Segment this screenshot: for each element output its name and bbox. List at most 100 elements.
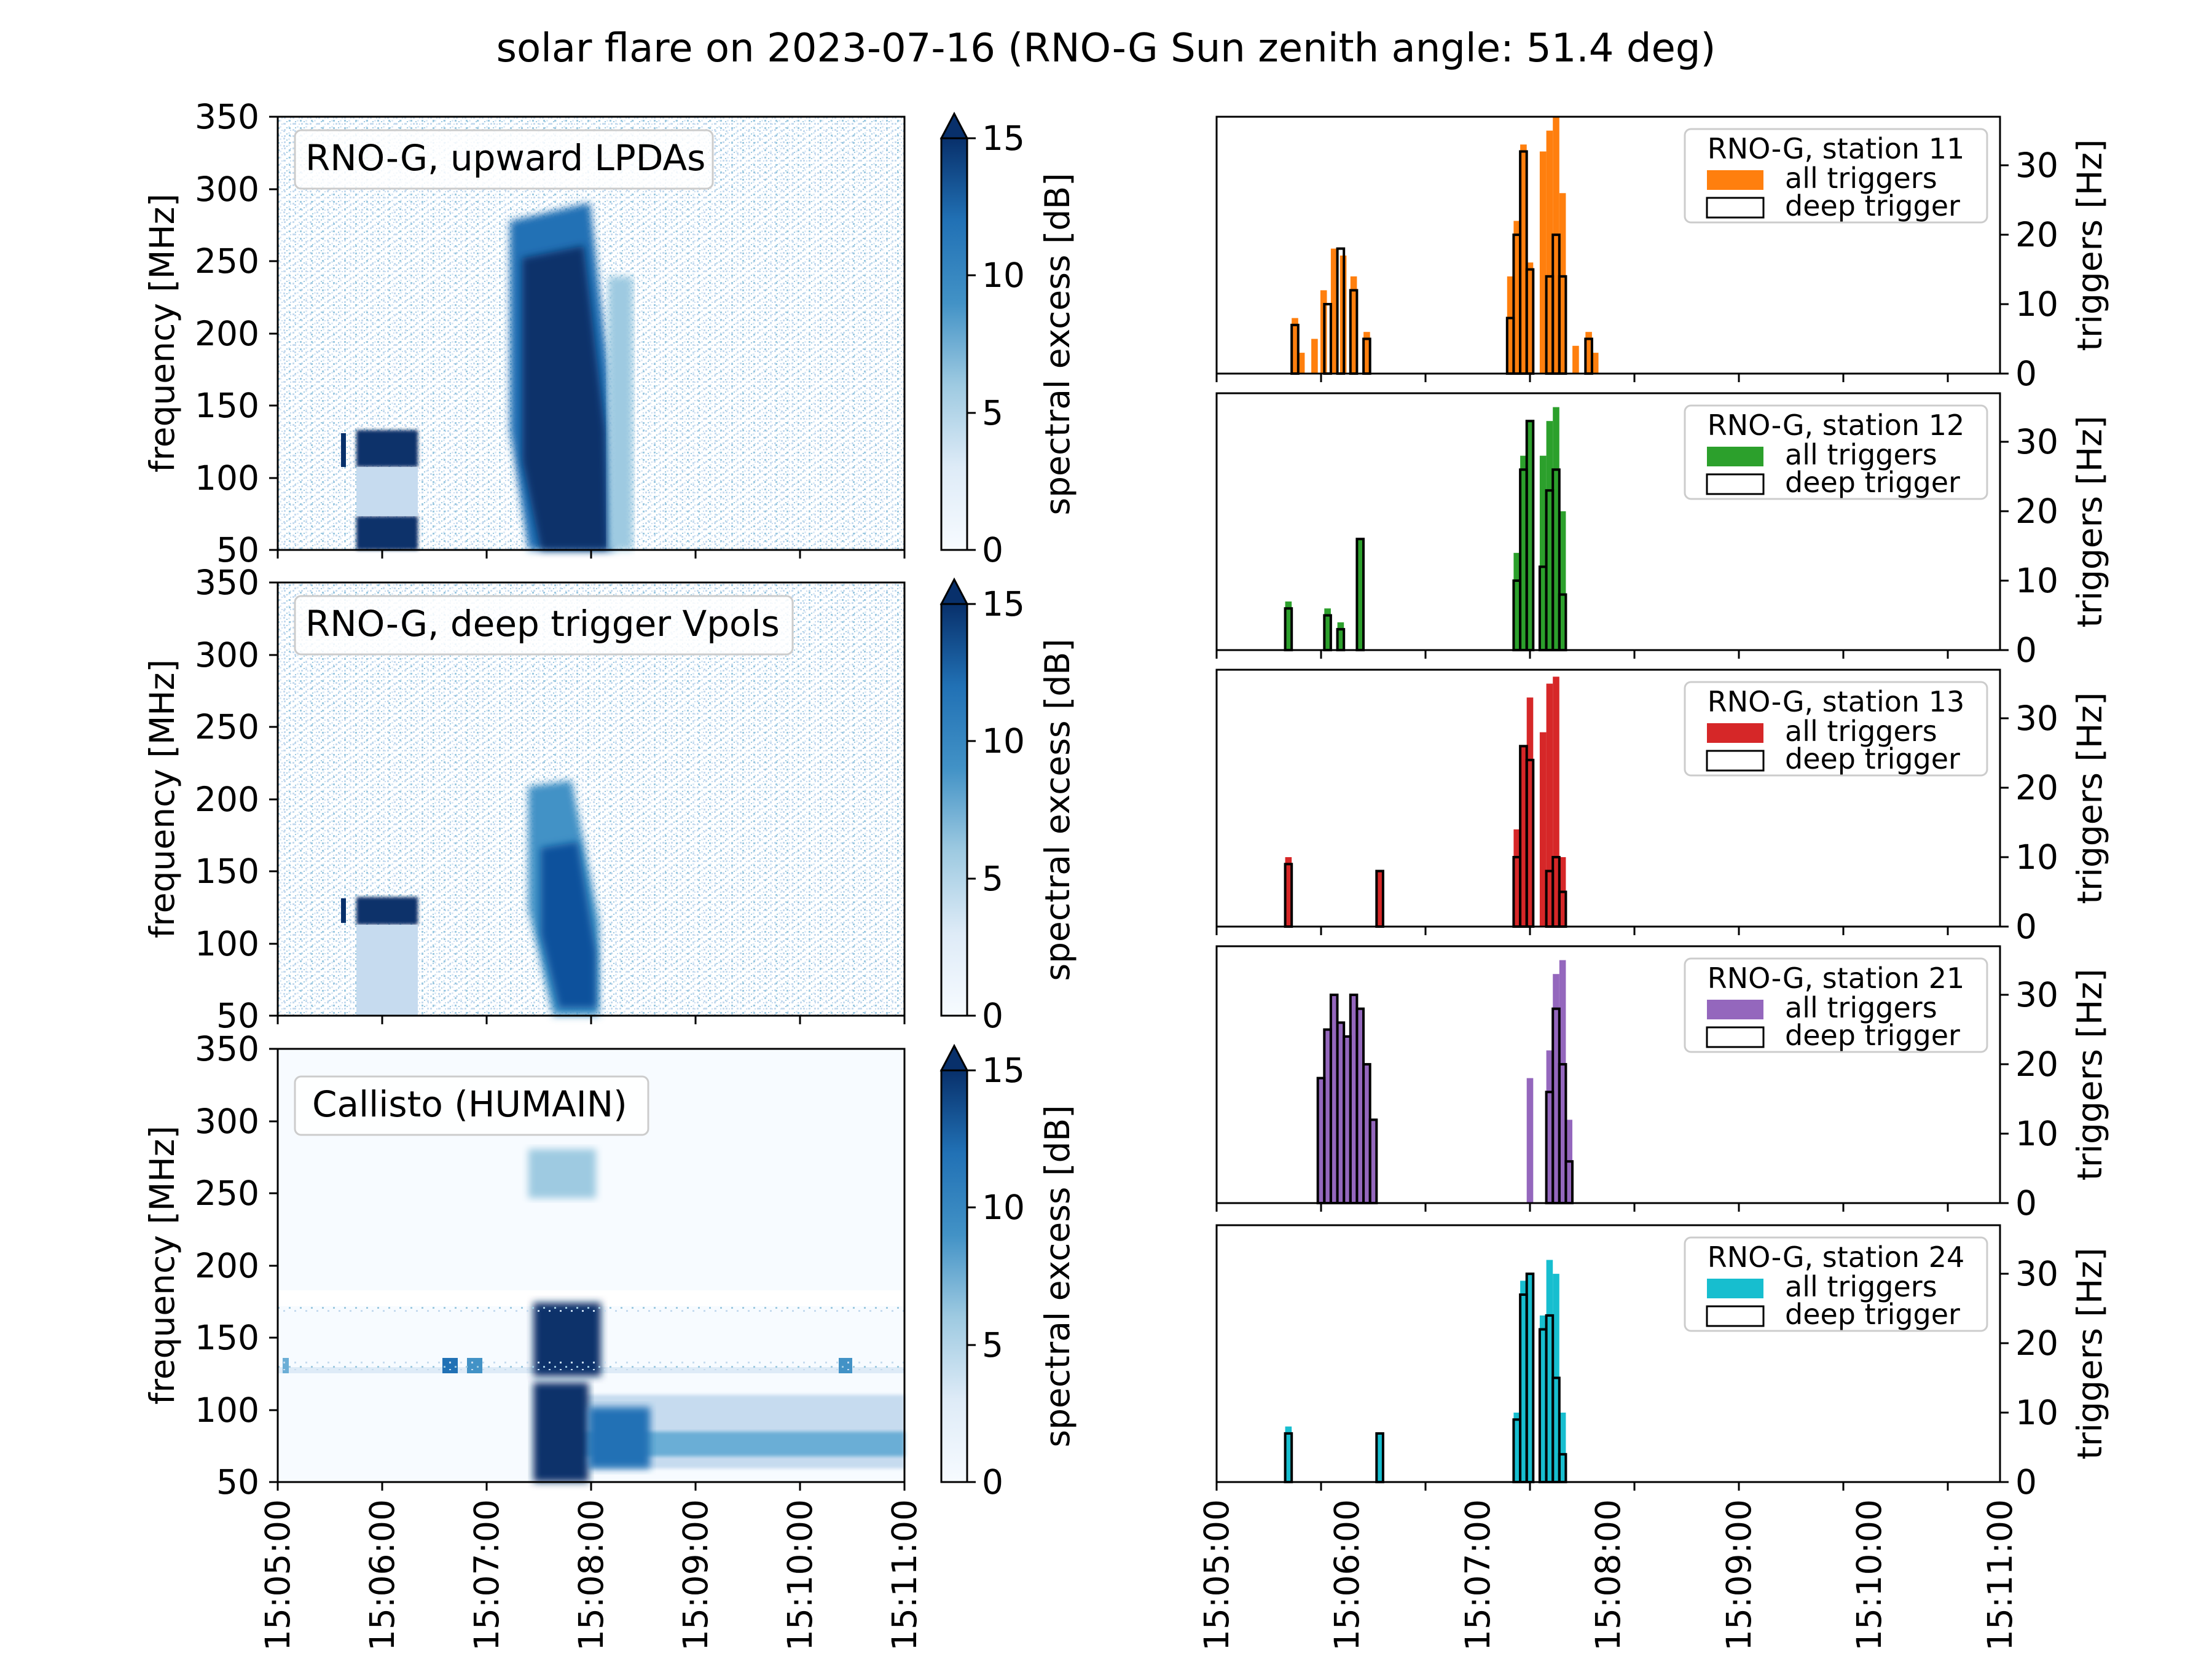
bar-all-triggers [1344,1036,1351,1203]
bar-all-triggers [1285,857,1292,927]
legend-box: RNO-G, deep trigger Vpols [294,595,794,656]
legend-frame [294,129,714,190]
bar-all-triggers [1572,345,1579,374]
y-tick: 10 [2015,1114,2058,1153]
bar-all-triggers [1539,732,1547,927]
x-tick-marks [1215,927,1949,935]
x-tick: 15:08:00 [1588,1499,1628,1651]
bar-all-triggers [1520,455,1527,650]
legend-swatch-all [1707,723,1763,743]
bar-all-triggers [1546,1050,1553,1203]
x-tick: 15:09:00 [676,1499,715,1651]
colorbar-gradient [940,1069,968,1483]
x-tick: 15:05:00 [258,1499,297,1651]
heatmap-features [341,780,599,1016]
legend-swatch-all [1707,447,1763,466]
bar-deep-trigger [1323,303,1332,375]
plot-frame [1215,116,2001,375]
colorbar-gradient [940,603,968,1017]
y-tick-marks [2000,717,2009,928]
colorbar: 0 5 10 15 spectral excess [dB] [939,577,1077,1035]
bar-all-triggers [1376,1433,1383,1482]
colorbar-tick: 0 [982,1462,1003,1502]
bar-all-triggers [1520,1281,1527,1482]
heatmap-feature [278,1361,904,1370]
y-tick-marks [269,1048,278,1483]
histogram-bars [1316,960,1574,1205]
y-tick: 20 [2015,215,2058,254]
legend-label-all: all triggers [1785,1270,1937,1303]
x-tick: 15:08:00 [571,1499,611,1651]
heatmap-feature [356,430,418,467]
legend-frame [294,595,794,656]
bar-all-triggers [1553,974,1559,1203]
bar-all-triggers [1350,995,1357,1203]
colorbar-tick: 15 [982,1051,1025,1090]
bar-all-triggers [1526,262,1534,374]
x-tick-marks [1215,374,1949,382]
y-tick: 30 [2015,975,2058,1014]
colorbar-tick: 5 [982,859,1003,898]
bar-all-triggers [1553,117,1559,374]
colorbar: 0 5 10 15 spectral excess [dB] [939,1043,1077,1502]
y-tick: 0 [2015,630,2037,670]
trigger-panel-station-13: 0 10 20 30 triggers [Hz] RNO-G, station … [1215,669,2109,946]
y-tick: 200 [195,1246,259,1285]
y-tick: 50 [216,530,259,570]
colorbar-tick: 15 [982,584,1025,624]
heatmap-features [278,1149,904,1482]
bar-all-triggers [1330,248,1338,374]
bar-all-triggers [1526,421,1534,650]
bar-all-triggers [1553,677,1559,927]
y-tick: 150 [195,852,259,891]
y-tick: 0 [2015,1462,2037,1502]
colorbar-tick-marks [967,603,976,1017]
y-axis-label: triggers [Hz] [2070,968,2109,1180]
bar-all-triggers [1546,683,1553,927]
x-tick-marks [276,1482,906,1491]
panel-label: RNO-G, upward LPDAs [305,137,705,179]
bar-all-triggers [1520,746,1527,927]
legend-label-deep: deep trigger [1785,742,1960,775]
legend-swatch-deep [1706,1026,1765,1048]
bar-all-triggers [1546,1260,1553,1482]
bar-all-triggers [1546,130,1553,374]
bar-all-triggers [1526,1274,1534,1482]
colorbar-tick-marks [967,1069,976,1483]
bar-all-triggers [1285,601,1292,650]
y-tick: 300 [195,635,259,675]
legend-title: RNO-G, station 11 [1708,132,1965,165]
y-axis: 50 100 150 200 250 300 350 frequency [MH… [143,1029,278,1502]
bar-all-triggers [1350,276,1357,374]
legend-swatch-all [1707,1279,1763,1298]
panel-label: Callisto (HUMAIN) [312,1083,627,1125]
heatmap-feature [589,1407,650,1469]
trigger-panel-station-21: 0 10 20 30 triggers [Hz] RNO-G, station … [1215,945,2109,1223]
x-tick: 15:10:00 [1849,1499,1889,1651]
bar-all-triggers [1520,144,1527,374]
y-tick: 10 [2015,284,2058,324]
legend-box: RNO-G, upward LPDAs [294,129,714,190]
y-tick: 250 [195,241,259,281]
legend-label-all: all triggers [1785,991,1937,1024]
trigger-panel-station-12: 0 10 20 30 triggers [Hz] RNO-G, station … [1215,392,2109,670]
colorbar-tick-marks [967,137,976,551]
y-tick: 20 [2015,1045,2058,1084]
y-tick-marks [2000,1273,2009,1483]
plot-frame [1215,1224,2001,1483]
histogram-bars [1284,677,1567,928]
heatmap-feature [533,1382,589,1482]
histogram-bars [1284,1260,1567,1484]
bar-all-triggers [1559,193,1566,374]
x-tick-marks [1215,1203,1949,1212]
bar-all-triggers [1585,332,1592,374]
colorbar-tick: 5 [982,393,1003,433]
bar-all-triggers [1324,608,1331,650]
bar-all-triggers [1298,353,1305,374]
y-tick: 250 [195,707,259,747]
heatmap-feature [356,516,418,550]
y-tick: 250 [195,1174,259,1213]
bar-all-triggers [1337,1022,1344,1203]
bar-all-triggers [1357,1008,1363,1203]
legend-frame [1684,681,1988,777]
